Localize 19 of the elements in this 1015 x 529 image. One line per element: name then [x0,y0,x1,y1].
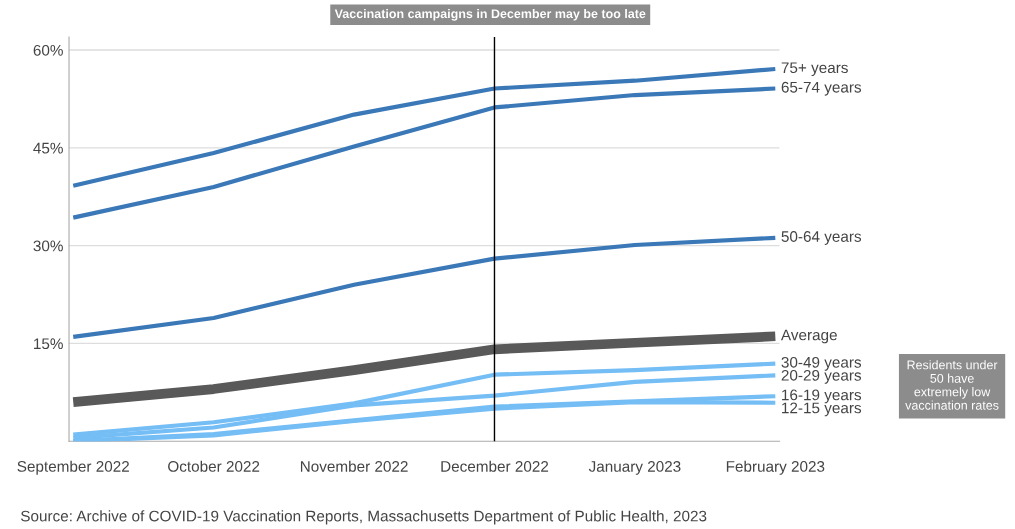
series-label: 12-15 years [782,402,862,417]
series-label: Average [780,329,837,344]
y-tick-label: 45% [33,142,63,154]
x-tick-label: October 2022 [168,460,260,472]
x-tick-label: December 2022 [441,460,549,472]
series-label: 65-74 years [781,81,862,96]
x-tick-label: January 2023 [588,461,681,475]
series-label: 75+ years [781,62,848,77]
y-tick-label: 30% [33,240,63,252]
source-note: Source: Archive of COVID-19 Vaccination Reports, Massachusetts Department of Public Health, 2023 [20,510,707,525]
y-tick-label: 15% [34,338,63,350]
x-tick-label: February 2023 [726,460,825,475]
x-tick-label: September 2022 [17,460,129,475]
series-label: 50-64 years [781,231,862,245]
series-label: 30-49 years [781,356,862,371]
y-tick-label: 60% [33,44,63,56]
x-tick-label: November 2022 [300,460,408,472]
chart-title: Vaccination campaigns in December may be too late [334,8,646,21]
text: Residents under 50 have extremely low vaccination rates [905,360,999,410]
